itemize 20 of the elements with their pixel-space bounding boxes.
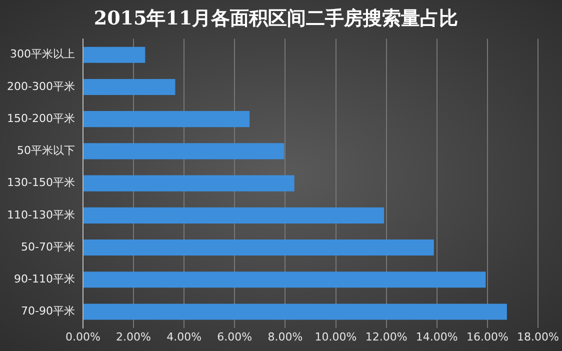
x-tick-label: 4.00%: [166, 330, 202, 344]
y-tick-label: 70-90平米: [20, 304, 75, 318]
x-tick-label: 14.00%: [416, 330, 458, 344]
chart-title: 2015年11月各面积区间二手房搜索量占比: [94, 7, 458, 30]
x-tick-label: 10.00%: [314, 330, 357, 344]
x-tick-label: 0.00%: [65, 330, 100, 344]
x-tick-label: 8.00%: [268, 330, 303, 344]
y-tick-label: 50-70平米: [20, 240, 75, 254]
x-tick-label: 2.00%: [116, 330, 151, 344]
y-tick-label: 130-150平米: [6, 176, 75, 190]
x-tick-label: 16.00%: [466, 330, 508, 344]
x-tick-label: 12.00%: [365, 330, 408, 344]
y-tick-label: 300平米以上: [10, 48, 75, 61]
y-tick-label: 200-300平米: [6, 80, 75, 93]
x-tick-label: 18.00%: [517, 330, 560, 344]
y-tick-label: 90-110平米: [14, 272, 75, 286]
y-tick-label: 150-200平米: [6, 112, 75, 125]
x-tick-label: 6.00%: [217, 330, 252, 344]
y-tick-label: 50平米以下: [16, 144, 75, 158]
y-tick-label: 110-130平米: [6, 208, 75, 222]
